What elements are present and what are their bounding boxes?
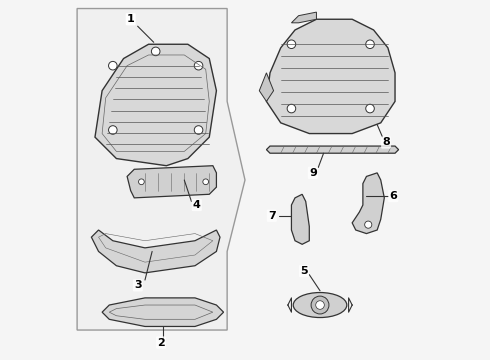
Text: 5: 5 [300, 266, 308, 276]
Circle shape [316, 301, 324, 309]
Text: 6: 6 [390, 191, 397, 201]
Circle shape [109, 126, 117, 134]
Circle shape [366, 104, 374, 113]
Text: 7: 7 [268, 211, 276, 221]
Circle shape [287, 104, 296, 113]
Text: 1: 1 [127, 14, 154, 42]
Circle shape [194, 126, 203, 134]
Text: 3: 3 [134, 280, 142, 291]
Polygon shape [267, 146, 398, 153]
Circle shape [311, 296, 329, 314]
Polygon shape [92, 230, 220, 273]
Ellipse shape [293, 293, 347, 318]
Polygon shape [352, 173, 384, 234]
Text: 2: 2 [157, 338, 165, 347]
Text: 9: 9 [309, 168, 317, 178]
Polygon shape [292, 194, 309, 244]
Polygon shape [292, 12, 317, 23]
Text: 8: 8 [382, 138, 390, 148]
Polygon shape [102, 298, 223, 327]
Circle shape [365, 221, 372, 228]
Circle shape [287, 40, 296, 49]
Polygon shape [95, 44, 217, 166]
Polygon shape [259, 73, 273, 102]
Text: 4: 4 [193, 200, 201, 210]
Circle shape [194, 62, 203, 70]
Circle shape [109, 62, 117, 70]
Circle shape [203, 179, 209, 185]
Circle shape [151, 47, 160, 56]
Polygon shape [267, 19, 395, 134]
Circle shape [366, 40, 374, 49]
Polygon shape [127, 166, 217, 198]
Circle shape [139, 179, 144, 185]
Polygon shape [77, 9, 245, 330]
